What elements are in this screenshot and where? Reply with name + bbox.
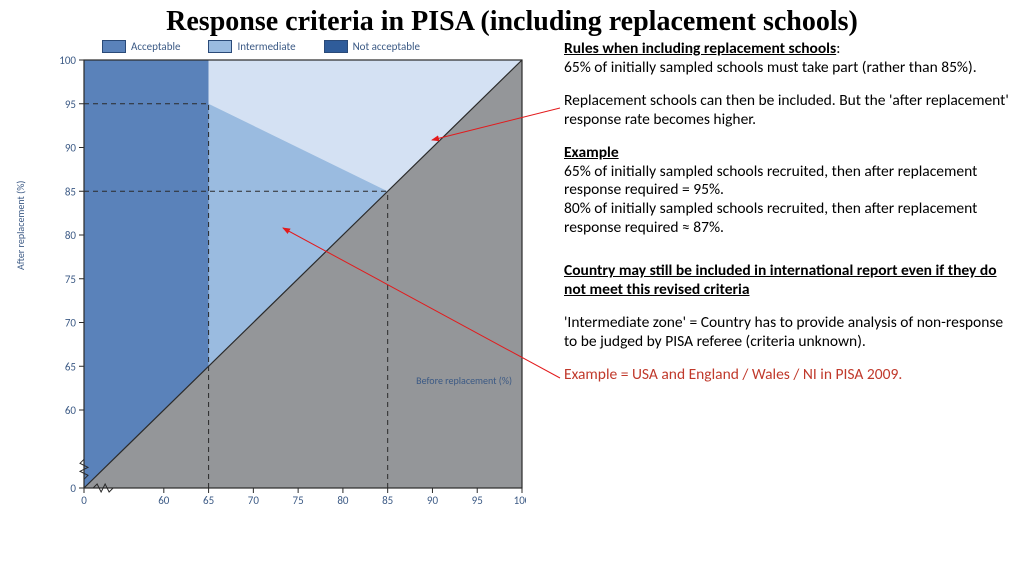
country-block: Country may still be included in interna… [564, 262, 1012, 300]
text-column: Rules when including replacement schools… [552, 40, 1012, 385]
svg-text:65: 65 [203, 494, 214, 507]
svg-text:100: 100 [514, 494, 526, 507]
page-title: Response criteria in PISA (including rep… [0, 0, 1024, 40]
chart-column: Acceptable Intermediate Not acceptable A… [12, 40, 552, 385]
svg-text:80: 80 [65, 229, 77, 242]
y-axis-label: After replacement (%) [14, 181, 27, 270]
example-block: Example 65% of initially sampled schools… [564, 144, 1012, 239]
red-example: Example = USA and England / Wales / NI i… [564, 366, 1012, 385]
rules-block: Rules when including replacement schools… [564, 40, 1012, 78]
intermediate-body: 'Intermediate zone' = Country has to pro… [564, 314, 1012, 352]
svg-text:60: 60 [65, 404, 77, 417]
swatch-intermediate [208, 40, 232, 53]
legend-intermediate: Intermediate [208, 40, 295, 53]
svg-text:65: 65 [65, 360, 76, 373]
svg-text:95: 95 [472, 494, 483, 507]
svg-text:80: 80 [337, 494, 349, 507]
svg-text:90: 90 [427, 494, 439, 507]
svg-text:0: 0 [81, 494, 87, 507]
svg-text:100: 100 [59, 56, 76, 67]
content-row: Acceptable Intermediate Not acceptable A… [0, 40, 1024, 385]
svg-text:85: 85 [382, 494, 393, 507]
legend-label: Acceptable [131, 40, 180, 53]
plot-area: 0 60 65 70 75 80 85 90 95 100 0 60 65 70 75 80 85 90 95 100 [56, 56, 526, 516]
swatch-not-acceptable [324, 40, 348, 53]
svg-text:75: 75 [293, 494, 304, 507]
legend-acceptable: Acceptable [102, 40, 180, 53]
chart-legend: Acceptable Intermediate Not acceptable [102, 40, 420, 53]
svg-text:95: 95 [65, 98, 76, 111]
x-axis-label: Before replacement (%) [416, 374, 512, 387]
rules-body-2: Replacement schools can then be included… [564, 92, 1012, 130]
rules-heading: Rules when including replacement schools [564, 39, 836, 58]
legend-label: Not acceptable [353, 40, 420, 53]
chart-svg: 0 60 65 70 75 80 85 90 95 100 0 60 65 70 75 80 85 90 95 100 [56, 56, 526, 516]
rules-body-1: 65% of initially sampled schools must ta… [564, 58, 977, 77]
svg-text:60: 60 [158, 494, 170, 507]
example-heading: Example [564, 143, 619, 162]
svg-text:70: 70 [248, 494, 260, 507]
country-heading: Country may still be included in interna… [564, 261, 997, 299]
svg-text:75: 75 [65, 273, 76, 286]
swatch-acceptable [102, 40, 126, 53]
svg-text:70: 70 [65, 317, 77, 330]
legend-label: Intermediate [237, 40, 295, 53]
legend-not-acceptable: Not acceptable [324, 40, 420, 53]
example-body-1: 65% of initially sampled schools recruit… [564, 162, 977, 200]
svg-text:0: 0 [70, 482, 76, 495]
svg-text:90: 90 [65, 142, 77, 155]
example-body-2: 80% of initially sampled schools recruit… [564, 199, 977, 237]
svg-text:85: 85 [65, 185, 76, 198]
